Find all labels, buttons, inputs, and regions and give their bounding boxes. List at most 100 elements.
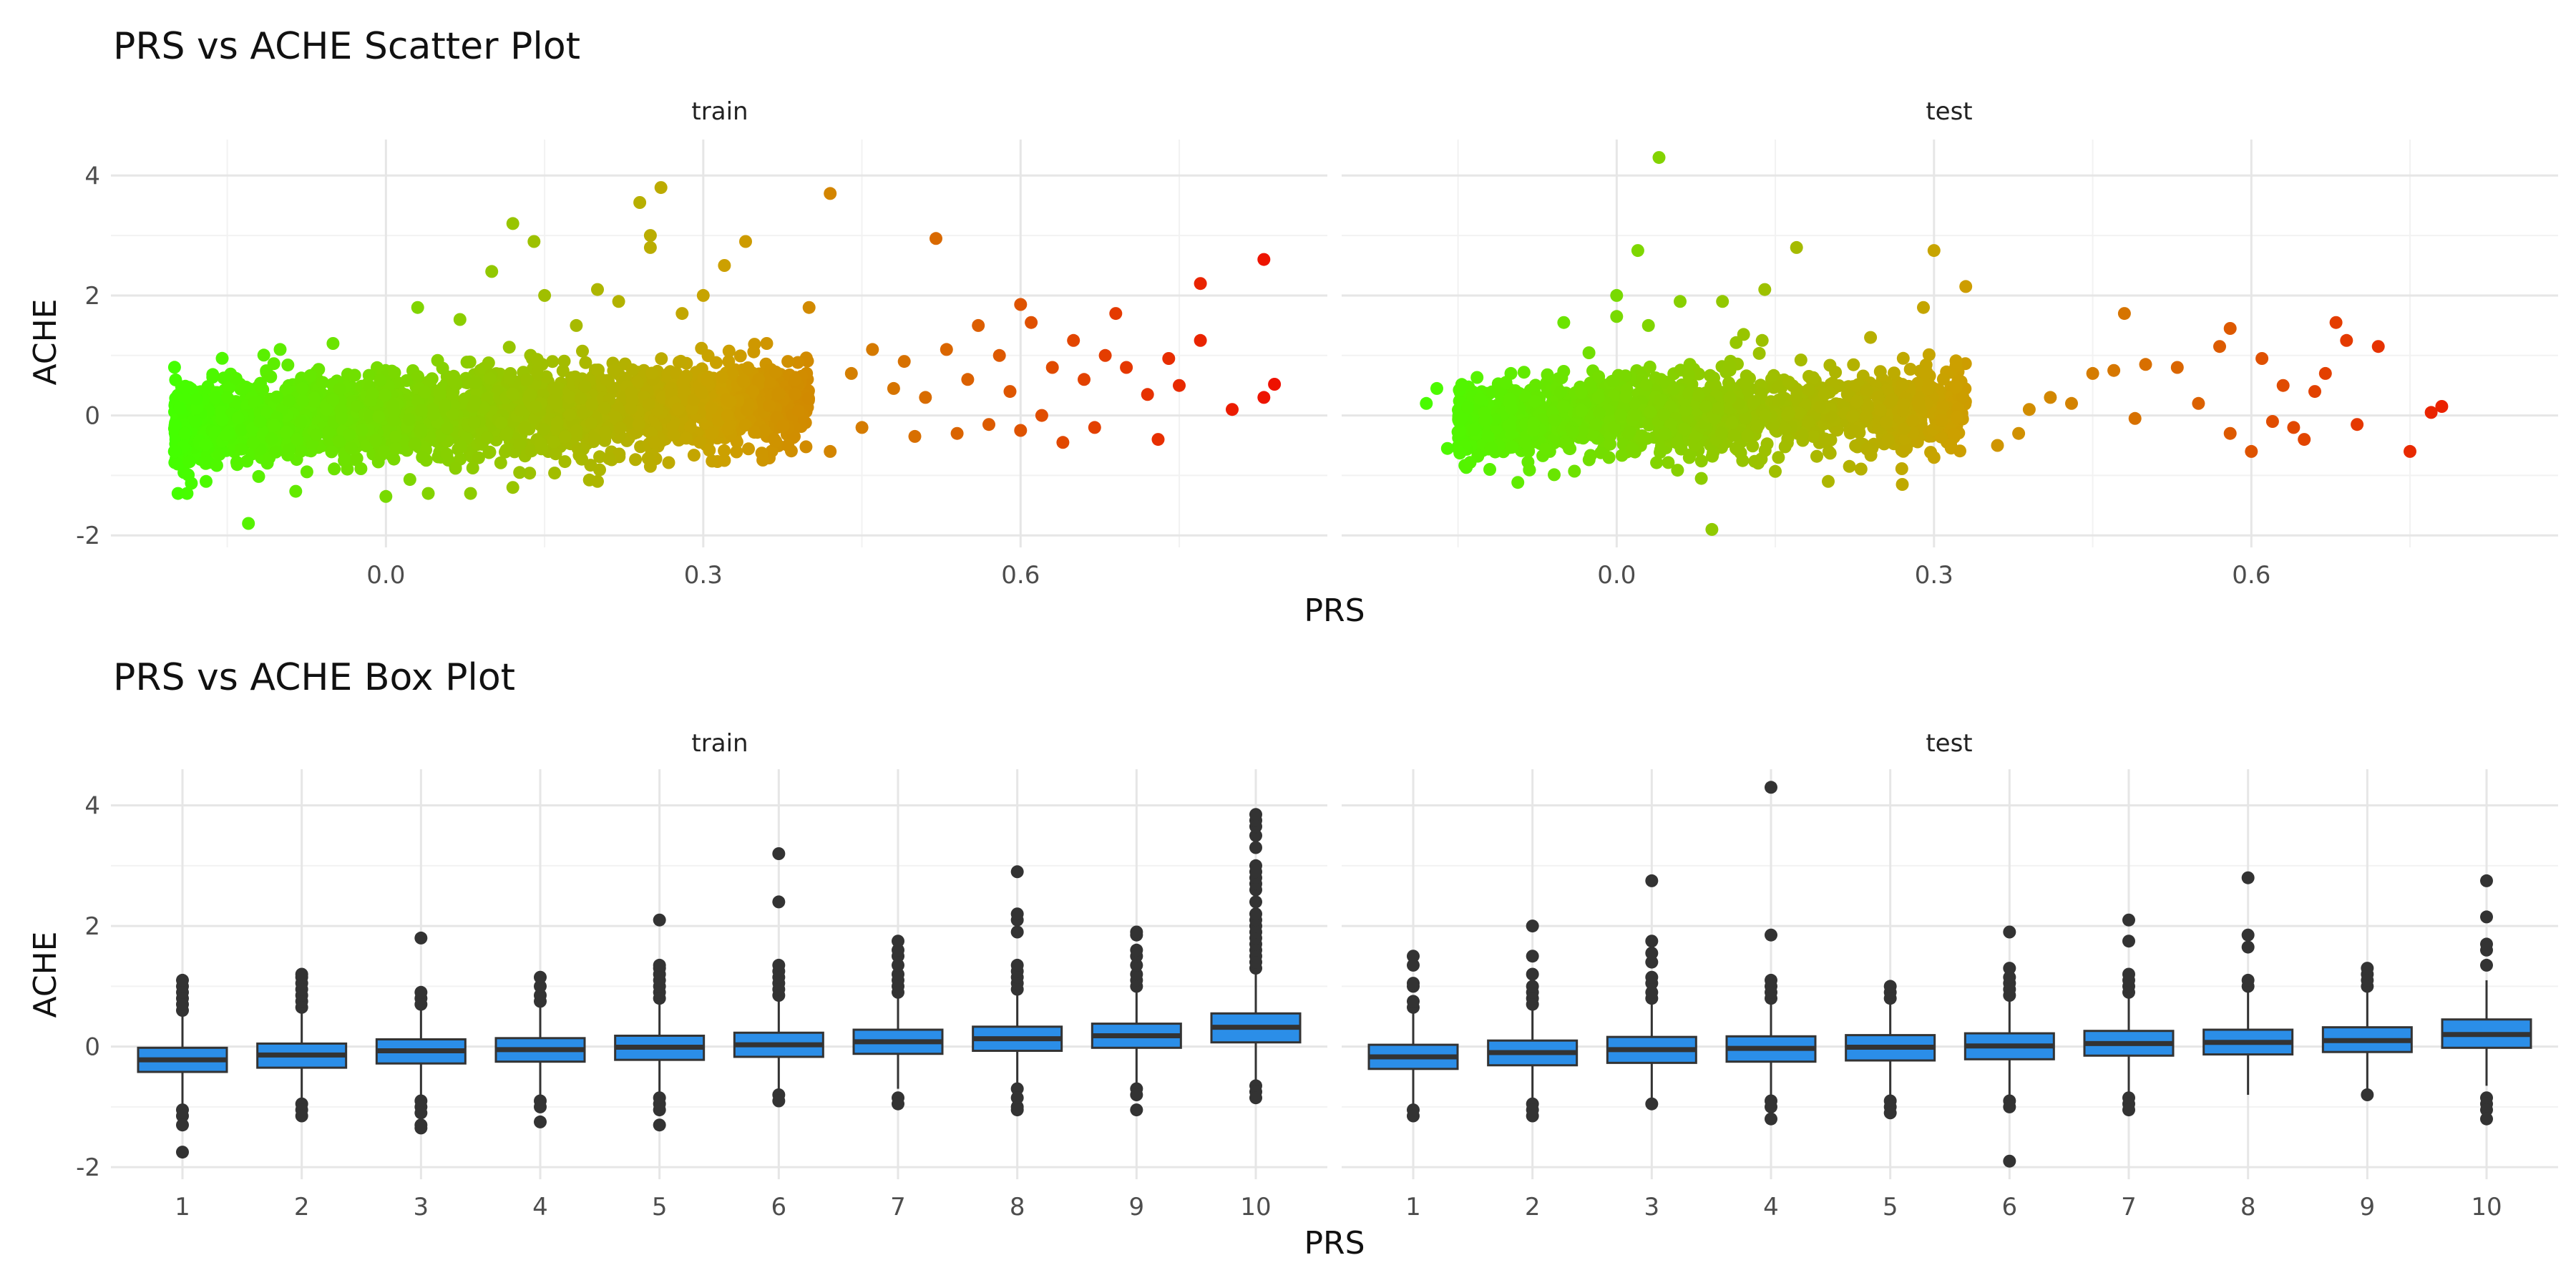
box-outlier — [1249, 1091, 1262, 1105]
scatter-point — [758, 424, 771, 438]
scatter-point — [1747, 397, 1760, 411]
scatter-point — [388, 366, 401, 379]
scatter-point — [1657, 408, 1671, 421]
box-outlier — [1130, 1103, 1143, 1117]
scatter-point — [1949, 381, 1963, 394]
scatter-point — [210, 459, 223, 472]
scatter-point — [722, 419, 736, 433]
scatter-point — [1566, 425, 1579, 439]
scatter-point — [424, 374, 437, 387]
scatter-point — [1440, 441, 1454, 455]
scatter-point — [1674, 295, 1687, 308]
scatter-point — [1453, 447, 1467, 460]
scatter-point — [672, 402, 685, 416]
box-x-tick-label: 10 — [1240, 1193, 1271, 1221]
scatter-point — [514, 404, 527, 418]
scatter-point — [1830, 424, 1844, 437]
scatter-point — [296, 394, 310, 408]
scatter-point — [748, 426, 761, 439]
scatter-point — [1793, 406, 1807, 420]
scatter-point — [550, 422, 563, 436]
scatter-point — [414, 423, 428, 436]
scatter-point — [1896, 404, 1910, 418]
scatter-point — [1864, 331, 1878, 344]
scatter-point — [449, 462, 462, 475]
box-x-tick-label: 8 — [1010, 1193, 1025, 1221]
scatter-point — [1518, 389, 1531, 403]
scatter-point — [625, 394, 639, 406]
scatter-point — [1483, 463, 1496, 476]
scatter-point — [1556, 399, 1570, 413]
scatter-point — [1689, 430, 1702, 444]
box-outlier — [2003, 970, 2016, 984]
scatter-point — [378, 445, 391, 459]
scatter-point — [706, 427, 719, 441]
scatter-point — [282, 394, 296, 407]
scatter-point — [235, 442, 248, 456]
box-outlier — [1010, 1091, 1024, 1105]
box-outlier — [1407, 958, 1420, 972]
scatter-point — [267, 357, 280, 371]
scatter-point — [1619, 390, 1633, 404]
scatter-y-tick-label: -2 — [76, 522, 100, 550]
scatter-point — [645, 366, 658, 380]
scatter-point — [252, 469, 265, 483]
scatter-point — [333, 434, 346, 448]
box-outlier — [892, 958, 904, 972]
scatter-point — [1003, 385, 1017, 399]
scatter-point — [1707, 411, 1721, 425]
scatter-point — [1120, 361, 1133, 374]
scatter-point — [1610, 288, 1624, 302]
box-outlier — [2361, 962, 2374, 975]
scatter-point — [446, 407, 459, 421]
scatter-point — [1592, 370, 1606, 384]
scatter-point — [1896, 351, 1910, 365]
scatter-point — [2255, 352, 2269, 365]
scatter-point — [506, 217, 519, 230]
scatter-point — [1692, 367, 1705, 381]
scatter-point — [348, 369, 361, 382]
scatter-point — [563, 390, 576, 404]
scatter-point — [738, 419, 752, 432]
scatter-point — [209, 391, 223, 404]
box-category-1 — [137, 973, 228, 1159]
scatter-point — [316, 376, 329, 389]
scatter-point — [730, 445, 743, 459]
scatter-point — [1822, 474, 1835, 488]
scatter-point — [1917, 301, 1930, 314]
scatter-point — [418, 386, 431, 399]
scatter-point — [1505, 402, 1518, 415]
scatter-point — [574, 391, 587, 405]
scatter-point — [308, 395, 321, 409]
scatter-point — [1729, 336, 1743, 349]
scatter-point — [1593, 406, 1606, 420]
scatter-point — [763, 399, 776, 412]
scatter-point — [715, 370, 728, 384]
scatter-point — [280, 426, 293, 439]
scatter-point — [1888, 366, 1901, 380]
scatter-point — [333, 382, 346, 396]
scatter-point — [1885, 393, 1898, 406]
scatter-point — [1758, 444, 1772, 457]
box-outlier — [2361, 1088, 2374, 1101]
scatter-point — [1860, 384, 1873, 397]
scatter-point — [190, 392, 203, 406]
scatter-point — [1705, 522, 1719, 536]
scatter-point — [494, 416, 508, 429]
scatter-point — [1845, 409, 1859, 423]
scatter-point — [167, 444, 181, 458]
scatter-point — [547, 435, 560, 449]
scatter-point — [1653, 393, 1667, 406]
box-outlier — [1249, 829, 1262, 842]
scatter-point — [1918, 367, 1932, 380]
scatter-point — [1629, 409, 1643, 422]
scatter-point — [1014, 424, 1028, 437]
scatter-point — [2371, 340, 2385, 353]
scatter-point — [1953, 444, 1966, 458]
scatter-point — [919, 391, 932, 404]
box-x-tick-label: 3 — [414, 1193, 429, 1221]
box-outlier — [2241, 940, 2255, 954]
scatter-point — [1575, 404, 1589, 418]
box-x-tick-label: 5 — [1883, 1193, 1898, 1221]
